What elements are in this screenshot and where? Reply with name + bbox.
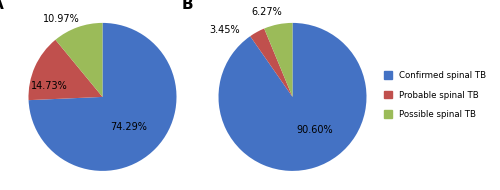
Text: 14.73%: 14.73% xyxy=(31,81,68,91)
Text: 6.27%: 6.27% xyxy=(251,7,282,17)
Wedge shape xyxy=(56,23,102,97)
Wedge shape xyxy=(264,23,292,97)
Text: 90.60%: 90.60% xyxy=(296,125,333,135)
Legend: Confirmed spinal TB, Probable spinal TB, Possible spinal TB: Confirmed spinal TB, Probable spinal TB,… xyxy=(384,71,486,119)
Text: A: A xyxy=(0,0,4,12)
Wedge shape xyxy=(218,23,366,171)
Text: B: B xyxy=(182,0,193,12)
Wedge shape xyxy=(28,23,176,171)
Text: 10.97%: 10.97% xyxy=(44,14,80,24)
Wedge shape xyxy=(28,40,102,100)
Wedge shape xyxy=(250,28,292,97)
Text: 74.29%: 74.29% xyxy=(110,121,147,131)
Text: 3.45%: 3.45% xyxy=(209,25,240,35)
